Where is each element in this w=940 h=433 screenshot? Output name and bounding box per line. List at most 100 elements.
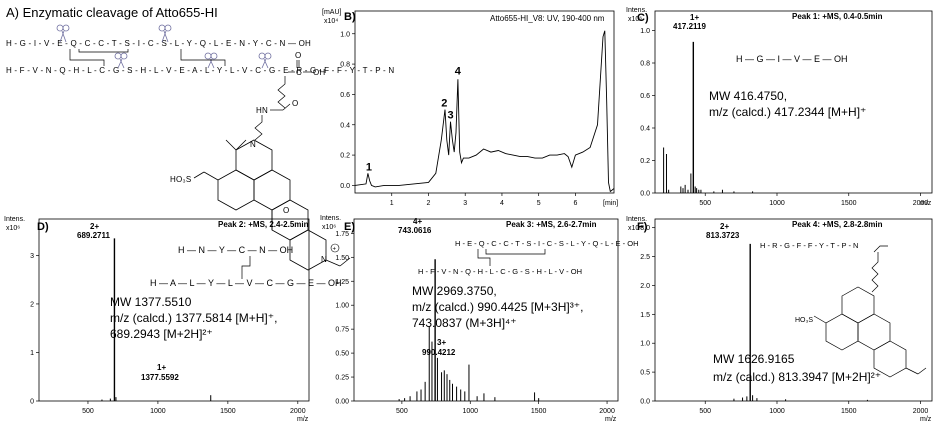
peak-mz-label: 743.0616 xyxy=(398,226,432,235)
amide-oxygen: O xyxy=(292,99,298,108)
y-tick-label: 0.75 xyxy=(335,327,349,334)
fragment-structure-a: H - E - Q - C - C - T - S - I - C - S - … xyxy=(455,239,638,248)
panel-f-yscale: x10⁶ xyxy=(628,225,642,232)
calculated-mz: m/z (calcd.) 417.2344 [M+H]⁺ xyxy=(709,105,866,119)
plot-frame xyxy=(354,10,615,194)
peak-charge-label: 1+ xyxy=(690,13,699,22)
calculated-mz: m/z (calcd.) 813.3947 [M+2H]²⁺ xyxy=(713,370,881,384)
y-tick-label: 2 xyxy=(30,301,34,308)
panel-c-yscale: x10⁶ xyxy=(628,16,642,23)
fragment-structure: H — G — I — V — E — OH xyxy=(736,54,848,64)
peak2-mz-label: 990.4212 xyxy=(422,348,456,357)
sulfonic-acid-group: HO₃S xyxy=(795,317,813,324)
y-tick-label: 0.4 xyxy=(340,122,350,129)
peak-mz-label: 417.2119 xyxy=(673,22,706,31)
y-tick-label: 1.0 xyxy=(340,31,350,38)
y-tick-label: 0.0 xyxy=(640,191,650,198)
y-tick-label: 0.6 xyxy=(340,92,350,99)
fragment-structure-b: H - F - V - N - Q - H - L - C - G - S - … xyxy=(418,267,582,276)
x-tick-label: 2000 xyxy=(913,200,929,207)
fragment-structure: H - R - G - F - F - Y - T - P - N xyxy=(760,241,858,250)
y-tick-label: 0.00 xyxy=(335,399,349,406)
y-tick-label: 0.2 xyxy=(640,158,650,165)
panel-f-title: Peak 4: +MS, 2.8-2.8min xyxy=(792,220,883,229)
panel-c-ylabel: Intens. xyxy=(626,7,647,14)
y-tick-label: 1.00 xyxy=(335,303,349,310)
dye-nitrogen-cation: N xyxy=(321,255,327,264)
peak-charge-label: 2+ xyxy=(90,222,99,231)
panel-b-xunit: [min] xyxy=(603,200,618,207)
peak-number-label: 4 xyxy=(455,66,462,78)
x-tick-label: 500 xyxy=(82,408,94,415)
peak-number-label: 2 xyxy=(441,98,447,110)
mass-spectrum-plot: 0 1 2 3 500 1000 1500 2000 xyxy=(30,218,310,415)
chromatogram-trace xyxy=(354,30,615,193)
x-tick-label: 1000 xyxy=(462,408,478,415)
y-tick-label: 0.8 xyxy=(640,61,650,68)
molecular-weight: MW 1626.9165 xyxy=(713,352,795,366)
peak2-mz-label: 1377.5592 xyxy=(141,373,179,382)
calculated-mz: m/z (calcd.) 1377.5814 [M+H]⁺, xyxy=(110,311,277,325)
atto655-dye-structure xyxy=(193,139,351,271)
y-tick-label: 0.5 xyxy=(640,370,650,377)
c-terminus-carbon: C xyxy=(296,68,302,77)
y-tick-label: 1.50 xyxy=(335,255,349,262)
y-tick-label: 1.75 xyxy=(335,231,349,238)
dye-linker xyxy=(254,103,291,141)
sulfonic-acid-group: HO₃S xyxy=(170,175,191,184)
atto655-dye-structure xyxy=(813,245,927,378)
panel-b-yscale: x10⁴ xyxy=(324,18,338,25)
panel-f: F) Intens. x10⁶ Peak 4: +MS, 2.8-2.8min … xyxy=(626,216,933,423)
y-tick-label: 1.25 xyxy=(335,279,349,286)
x-tick-label: 1000 xyxy=(150,408,166,415)
fragment-structure-a: H — N — Y — C — N — OH xyxy=(178,245,293,255)
panel-d-yscale: x10⁶ xyxy=(6,225,20,232)
scissor-icon xyxy=(204,52,218,69)
panel-d-label: D) xyxy=(37,221,49,233)
lysine-linker xyxy=(277,76,286,109)
chain-b-sequence: H - F - V - N - Q - H - L - C - G - S - … xyxy=(6,66,394,75)
y-tick-label: 1 xyxy=(30,350,34,357)
x-tick-label: 2000 xyxy=(599,408,615,415)
amide-nh: HN xyxy=(256,106,268,115)
panel-e-ylabel: Intens. xyxy=(320,215,341,222)
y-tick-label: 3.0 xyxy=(640,225,650,232)
panel-f-xunit: m/z xyxy=(920,416,932,423)
panel-c: C) Intens. x10⁶ Peak 1: +MS, 0.4-0.5min … xyxy=(626,7,933,207)
panel-e-title: Peak 3: +MS, 2.6-2.7min xyxy=(506,220,597,229)
mass-spectrum-plot: 0.00 0.25 0.50 0.75 1.00 1.25 1.50 1.75 500 1000 1… xyxy=(335,218,619,415)
peak-number-label: 3 xyxy=(447,110,453,122)
x-tick-label: 500 xyxy=(396,408,408,415)
x-tick-label: 1500 xyxy=(220,408,236,415)
fragment-structure-b: H — A — L — Y — L — V — C — G — E — OH xyxy=(150,278,342,288)
panel-b: B) [mAU] x10⁴ Atto655-HI_V8: UV, 190-400… xyxy=(322,9,618,207)
x-tick-label: 2 xyxy=(427,200,431,207)
panel-e-xunit: m/z xyxy=(605,416,617,423)
peak2-charge-label: 1+ xyxy=(157,363,166,372)
molecular-weight: MW 416.4750, xyxy=(709,89,787,103)
x-tick-label: 1000 xyxy=(769,408,785,415)
disulfide-bridges xyxy=(477,249,546,266)
y-tick-label: 2.5 xyxy=(640,254,650,261)
molecular-weight: MW 1377.5510 xyxy=(110,295,192,309)
panel-e: E) Intens. x10⁶ Peak 3: +MS, 2.6-2.7min … xyxy=(320,215,638,423)
scissor-icon xyxy=(258,52,272,69)
y-tick-label: 1.0 xyxy=(640,28,650,35)
y-tick-label: 0.0 xyxy=(340,183,350,190)
y-tick-label: 3 xyxy=(30,253,34,260)
mass-spectrum-plot: 0.0 0.2 0.4 0.6 0.8 1.0 500 1000 1500 2000 xyxy=(640,10,933,207)
scissor-icon xyxy=(114,52,128,69)
x-tick-label: 6 xyxy=(573,200,577,207)
positive-charge-icon xyxy=(330,243,340,253)
panel-d-ylabel: Intens. xyxy=(4,216,25,223)
x-tick-label: 1 xyxy=(390,200,394,207)
molecular-weight: MW 2969.3750, xyxy=(412,284,497,298)
peak-charge-label: 2+ xyxy=(720,222,729,231)
y-tick-label: 0.6 xyxy=(640,93,650,100)
x-tick-label: 1500 xyxy=(841,200,857,207)
y-tick-label: 0.25 xyxy=(335,375,349,382)
mass-spectrum-plot: 0.0 0.5 1.0 1.5 2.0 2.5 3.0 500 1000 1500 2000 xyxy=(640,218,933,415)
plot-frame xyxy=(654,218,933,402)
y-tick-label: 1.5 xyxy=(640,312,650,319)
